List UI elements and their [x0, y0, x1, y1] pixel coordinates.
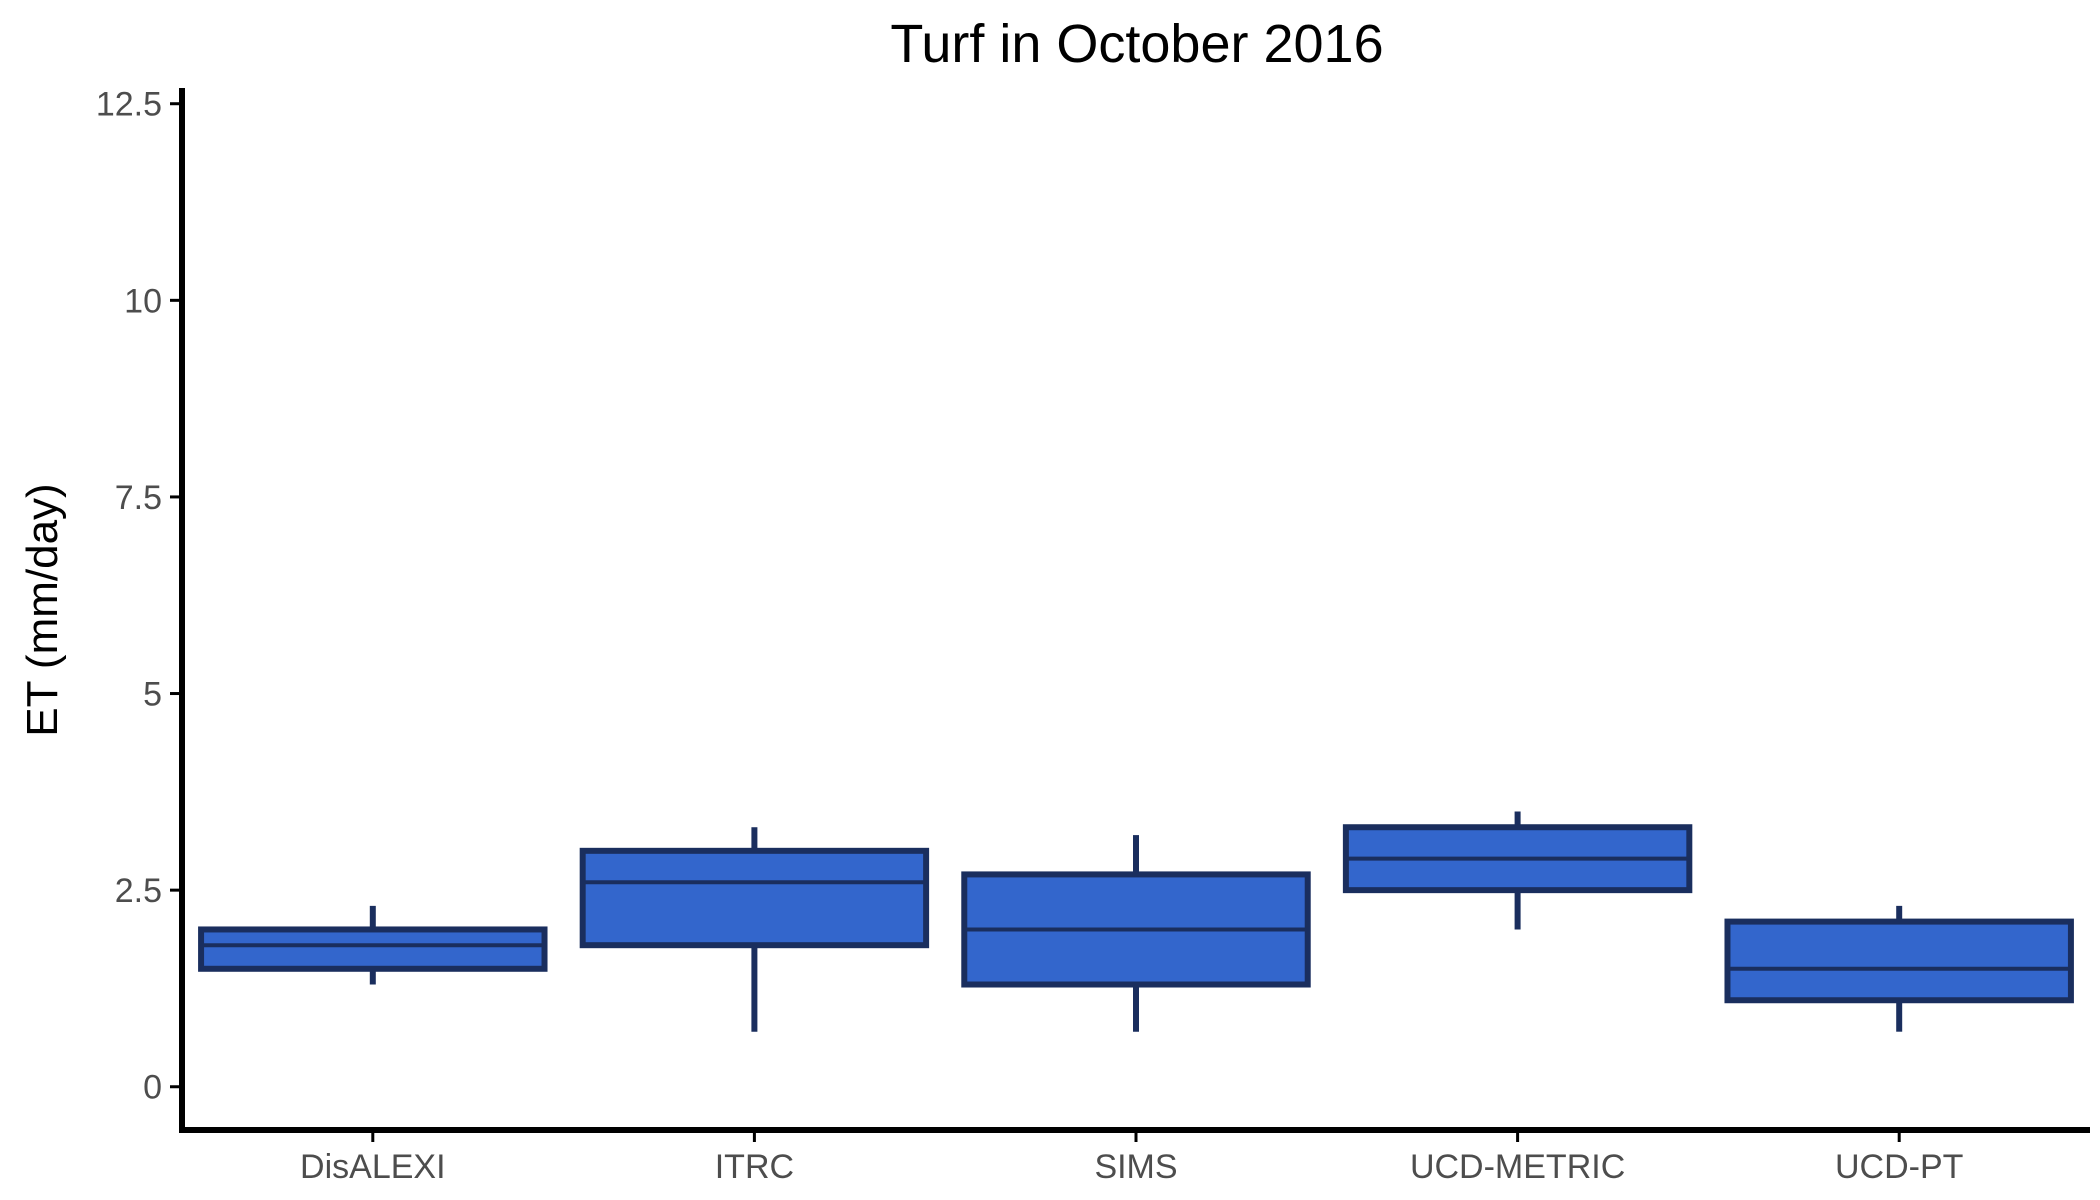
box-ucd-metric — [1342, 811, 1693, 930]
box-itrc — [579, 827, 930, 1032]
x-axis-ticks: DisALEXI ITRC SIMS UCD-METRIC UCD-PT — [300, 1130, 1963, 1186]
boxes-group — [198, 811, 2074, 1032]
chart-title: Turf in October 2016 — [890, 14, 1383, 74]
box-body — [1724, 918, 2074, 1004]
box-sims — [961, 835, 1311, 1032]
box-body — [198, 926, 548, 972]
y-tick-label: 7.5 — [115, 479, 162, 517]
x-tick-label: UCD-METRIC — [1410, 1148, 1625, 1186]
box-disalexi — [198, 905, 548, 985]
y-axis-ticks: 0 2.5 5 7.5 10 12.5 — [96, 86, 182, 1107]
y-tick-label: 0 — [143, 1069, 162, 1107]
y-tick-label: 2.5 — [115, 872, 162, 910]
y-tick-label: 10 — [124, 282, 162, 320]
x-tick-label: DisALEXI — [300, 1148, 446, 1186]
x-tick-label: UCD-PT — [1835, 1148, 1963, 1186]
x-tick-label: SIMS — [1094, 1148, 1177, 1186]
y-tick-label: 12.5 — [96, 86, 162, 124]
x-tick-label: ITRC — [715, 1148, 794, 1186]
box-ucd-pt — [1724, 905, 2074, 1032]
y-axis-label: ET (mm/day) — [18, 483, 67, 736]
y-tick-label: 5 — [143, 676, 162, 714]
box-body — [579, 847, 930, 949]
